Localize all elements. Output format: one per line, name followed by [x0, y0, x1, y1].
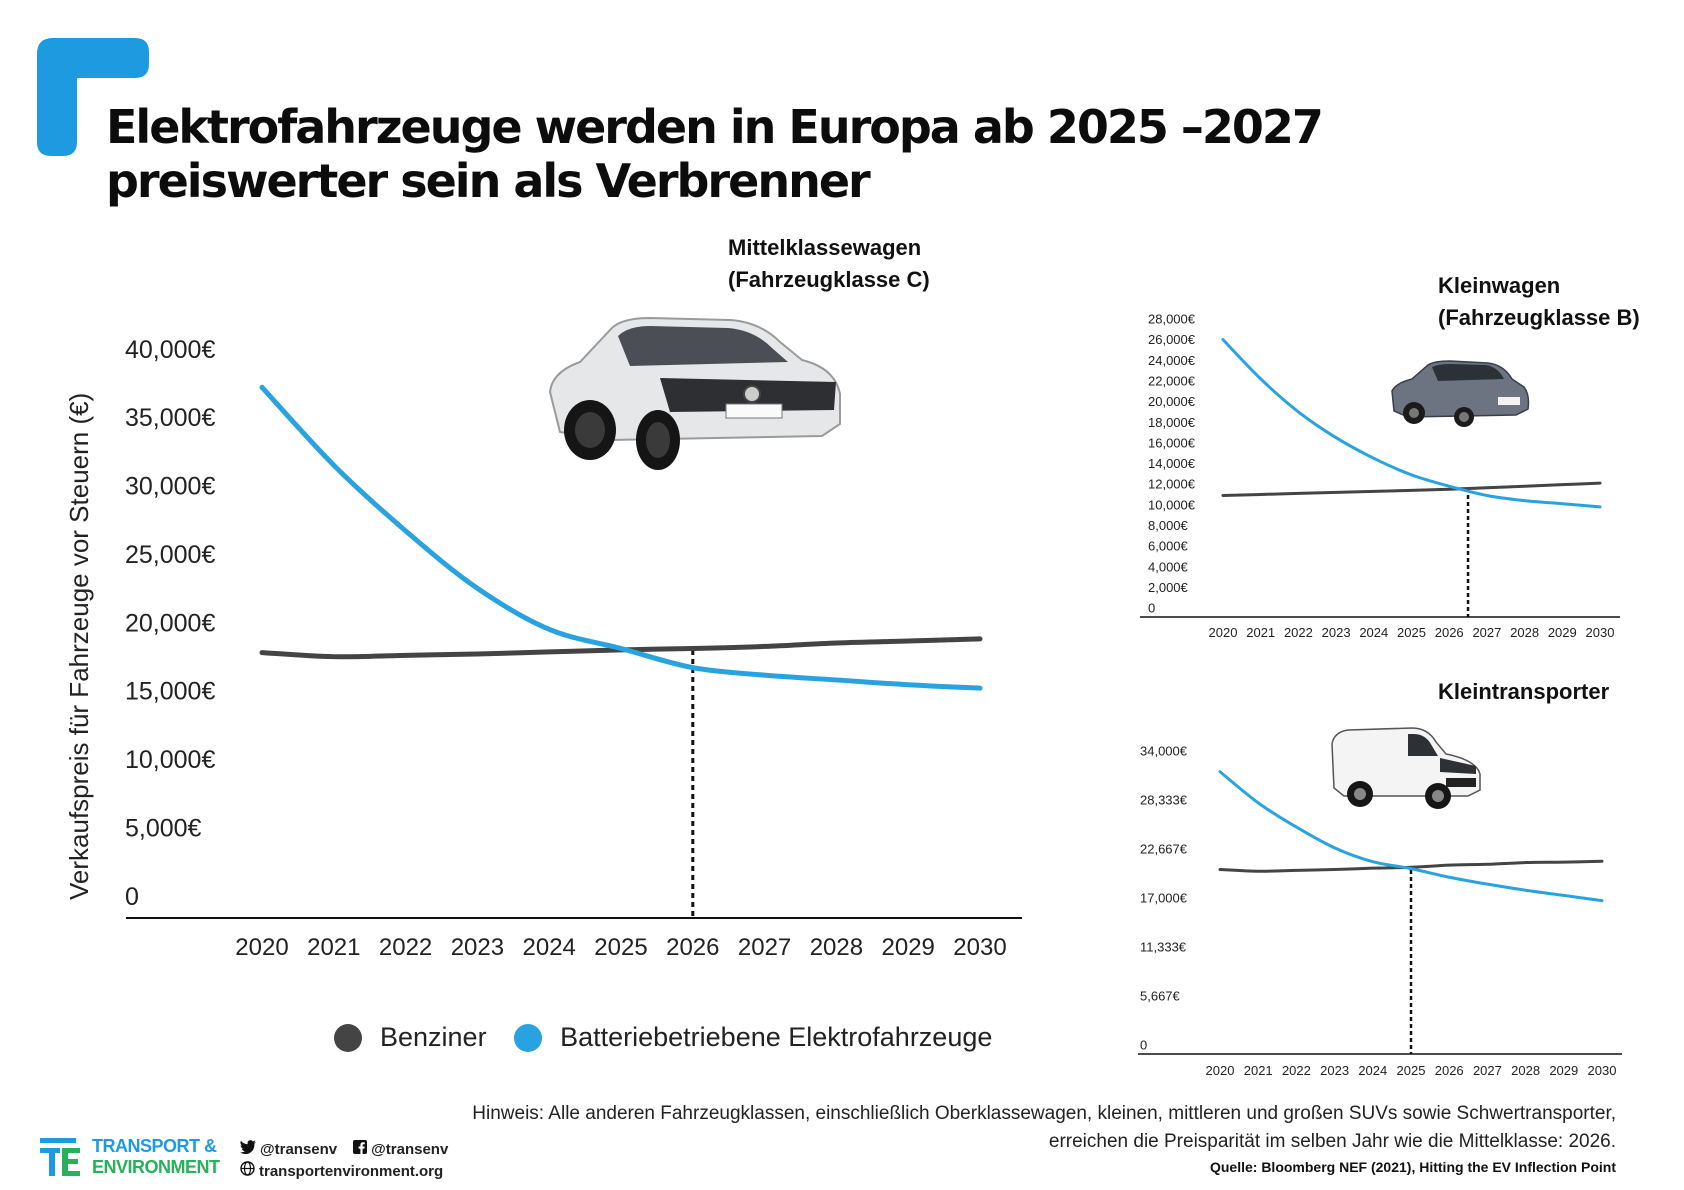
y-tick-label: 0: [125, 883, 139, 911]
y-tick-label: 6,000€: [1148, 539, 1189, 554]
x-tick-label: 2027: [1472, 625, 1501, 640]
x-tick-label: 2027: [1473, 1063, 1502, 1078]
x-tick-label: 2021: [1246, 625, 1275, 640]
x-tick-label: 2025: [594, 934, 647, 961]
facebook-icon: [353, 1139, 368, 1161]
x-tick-label: 2022: [379, 934, 432, 961]
x-tick-label: 2020: [1206, 1063, 1235, 1078]
series-line-bev: [1218, 770, 1604, 903]
y-tick-label: 40,000€: [125, 336, 215, 364]
small-car-image: [1391, 360, 1530, 427]
social-links: @transenv @transenv transportenvironment…: [240, 1139, 448, 1183]
y-tick-label: 22,000€: [1148, 373, 1196, 388]
y-tick-label: 16,000€: [1148, 435, 1196, 450]
y-tick-label: 20,000€: [1148, 394, 1196, 409]
twitter-icon: [240, 1139, 256, 1161]
y-tick-label: 28,000€: [1148, 312, 1196, 327]
series-line-petrol: [1221, 481, 1602, 497]
series-line-bev: [1221, 338, 1602, 509]
facebook-handle[interactable]: @transenv: [371, 1141, 449, 1158]
x-tick-label: 2027: [738, 934, 791, 961]
y-tick-label: 2,000€: [1148, 580, 1189, 595]
x-tick-label: 2028: [810, 934, 863, 961]
y-tick-label: 5,667€: [1140, 989, 1181, 1004]
y-tick-label: 20,000€: [125, 609, 215, 637]
legend-item-petrol: Benziner: [334, 1022, 487, 1053]
legend-label-petrol: Benziner: [380, 1022, 487, 1052]
y-tick-label: 18,000€: [1148, 415, 1196, 430]
y-tick-label: 8,000€: [1148, 518, 1189, 533]
y-tick-label: 0: [1148, 601, 1155, 616]
x-tick-label: 2021: [1244, 1063, 1273, 1078]
y-tick-label: 24,000€: [1148, 353, 1196, 368]
y-tick-label: 10,000€: [125, 746, 215, 774]
x-tick-label: 2025: [1397, 1063, 1426, 1078]
series-line-bev: [259, 384, 983, 691]
x-tick-label: 2030: [1586, 625, 1615, 640]
x-tick-label: 2023: [1320, 1063, 1349, 1078]
van-chart-title: Kleintransporter: [1438, 679, 1610, 704]
source-note: Quelle: Bloomberg NEF (2021), Hitting th…: [1209, 1159, 1616, 1175]
compact-car-image: [548, 316, 841, 470]
x-tick-label: 2024: [1358, 1063, 1387, 1078]
y-tick-label: 17,000€: [1140, 891, 1188, 906]
globe-icon: [240, 1161, 255, 1183]
x-tick-label: 2023: [451, 934, 504, 961]
x-tick-label: 2020: [235, 934, 288, 961]
x-tick-label: 2026: [666, 934, 719, 961]
main-chart-title: Mittelklassewagen (Fahrzeugklasse C): [728, 235, 930, 292]
footnote: Hinweis: Alle anderen Fahrzeugklassen, e…: [472, 1103, 1616, 1152]
y-tick-label: 5,000€: [125, 814, 202, 842]
x-tick-label: 2022: [1284, 625, 1313, 640]
x-tick-label: 2030: [953, 934, 1006, 961]
x-tick-label: 2029: [882, 934, 935, 961]
y-tick-label: 15,000€: [125, 678, 215, 706]
y-tick-label: 10,000€: [1148, 497, 1196, 512]
legend-swatch-petrol: [334, 1023, 362, 1052]
website-link[interactable]: transportenvironment.org: [259, 1163, 444, 1180]
x-tick-label: 2030: [1588, 1063, 1617, 1078]
brand-corner-icon: [37, 38, 149, 156]
y-tick-label: 11,333€: [1140, 940, 1187, 955]
y-tick-label: 34,000€: [1140, 744, 1188, 759]
x-tick-label: 2025: [1397, 625, 1426, 640]
y-tick-label: 35,000€: [125, 404, 215, 432]
x-tick-label: 2022: [1282, 1063, 1311, 1078]
x-tick-label: 2023: [1322, 625, 1351, 640]
legend-item-bev: Batteriebetriebene Elektrofahrzeuge: [514, 1022, 992, 1053]
van-image: [1331, 727, 1481, 809]
x-tick-label: 2024: [1359, 625, 1388, 640]
logo-line-1: TRANSPORT &: [92, 1136, 217, 1156]
y-tick-label: 26,000€: [1148, 332, 1196, 347]
y-tick-label: 14,000€: [1148, 456, 1196, 471]
y-tick-label: 0: [1140, 1038, 1147, 1053]
small-car-chart-title: Kleinwagen (Fahrzeugklasse B): [1438, 273, 1640, 330]
x-tick-label: 2028: [1511, 1063, 1540, 1078]
page-title: Elektrofahrzeuge werden in Europa ab 202…: [106, 100, 1324, 208]
y-tick-label: 4,000€: [1148, 559, 1189, 574]
y-tick-label: 22,667€: [1140, 842, 1188, 857]
twitter-handle[interactable]: @transenv: [260, 1141, 338, 1158]
logo-line-2: ENVIRONMENT: [92, 1157, 220, 1177]
y-tick-label: 30,000€: [125, 473, 215, 501]
x-tick-label: 2021: [307, 934, 360, 961]
x-tick-label: 2028: [1510, 625, 1539, 640]
te-logo-icon: [40, 1138, 80, 1176]
x-tick-label: 2029: [1548, 625, 1577, 640]
x-tick-label: 2020: [1209, 625, 1238, 640]
te-logo: TRANSPORT & ENVIRONMENT: [40, 1136, 220, 1178]
y-tick-label: 12,000€: [1148, 477, 1196, 492]
x-tick-label: 2024: [523, 934, 576, 961]
y-tick-label: 25,000€: [125, 541, 215, 569]
x-tick-label: 2026: [1435, 625, 1464, 640]
legend-label-bev: Batteriebetriebene Elektrofahrzeuge: [560, 1022, 993, 1052]
legend: Benziner Batteriebetriebene Elektrofahrz…: [334, 1022, 1012, 1059]
legend-swatch-bev: [514, 1023, 543, 1052]
x-tick-label: 2026: [1435, 1063, 1464, 1078]
y-tick-label: 28,333€: [1140, 793, 1188, 808]
x-tick-label: 2029: [1549, 1063, 1578, 1078]
